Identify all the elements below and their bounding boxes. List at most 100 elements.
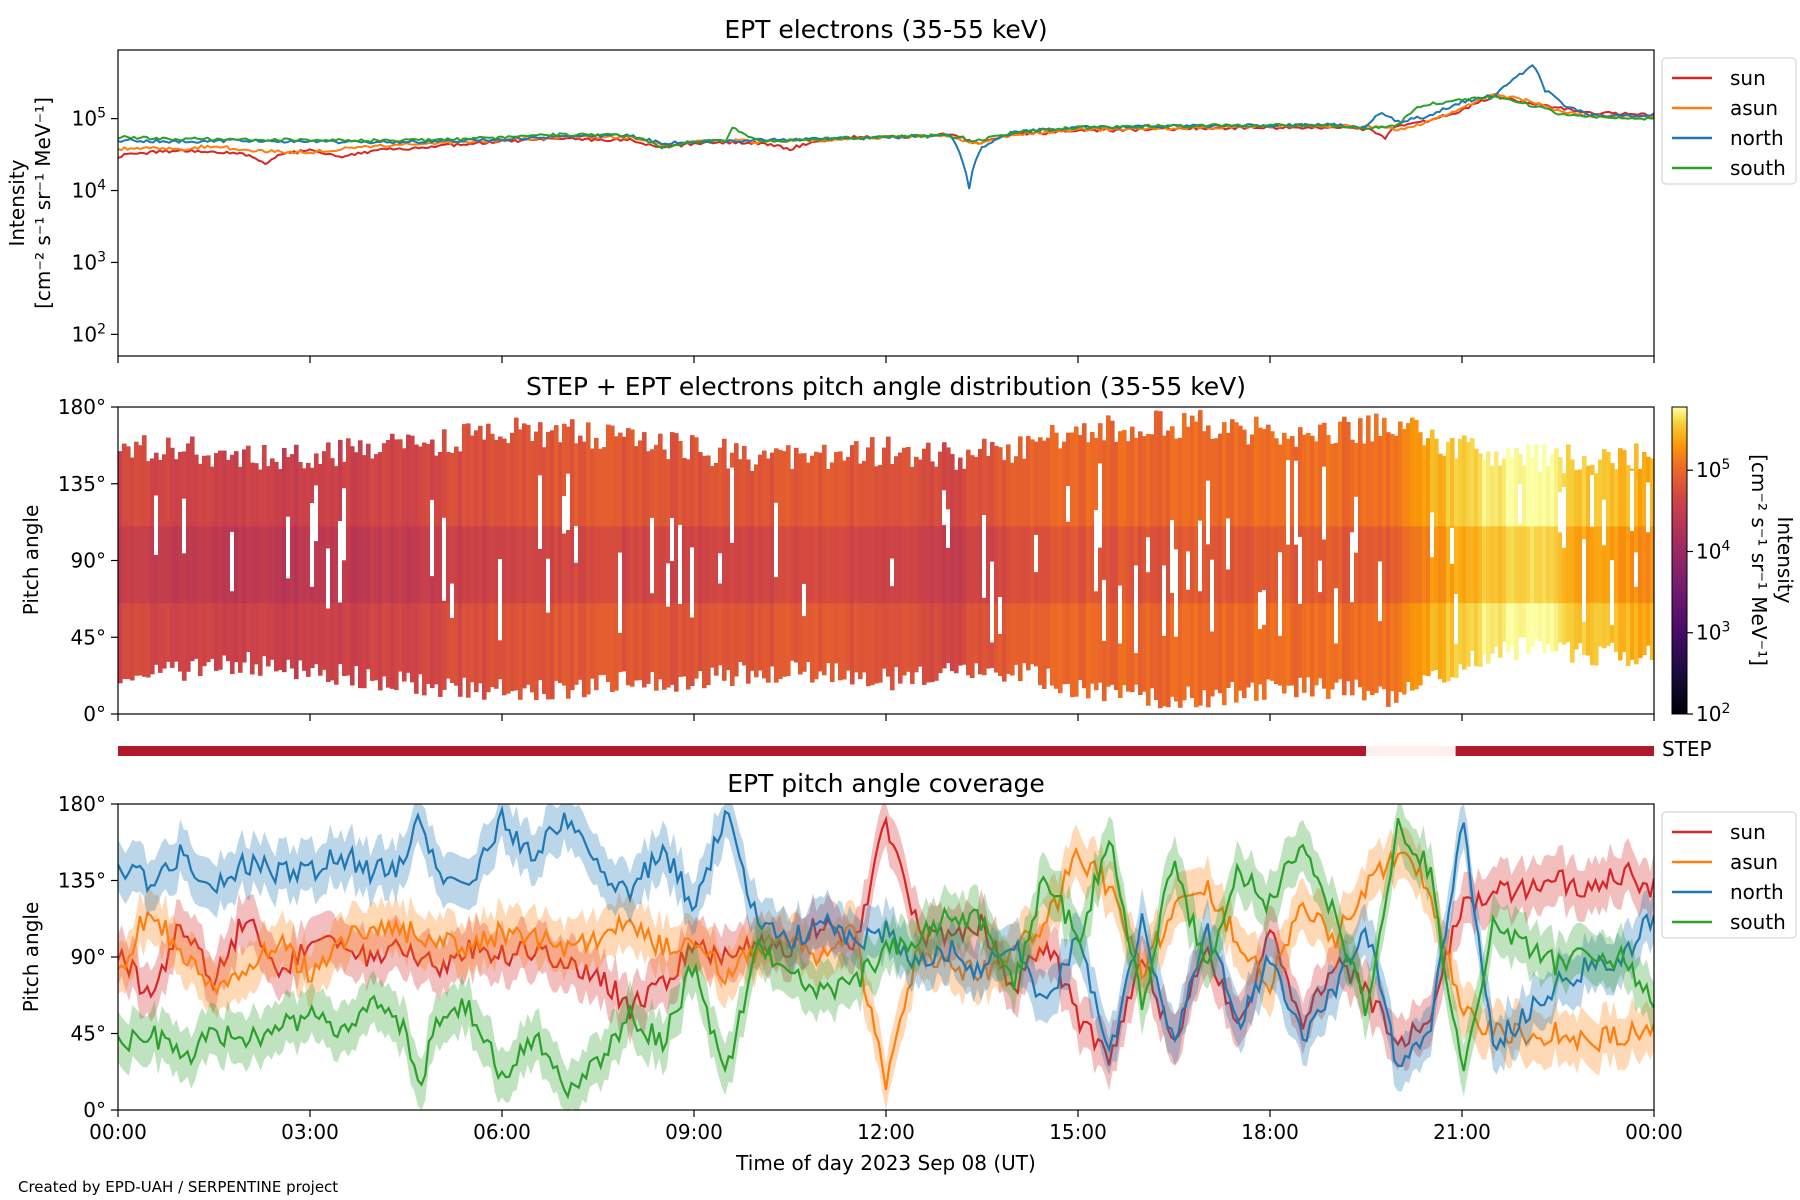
heatmap-core-cell xyxy=(702,526,707,604)
x-tick-label: 15:00 xyxy=(1049,1120,1107,1144)
step-coverage-bar xyxy=(118,746,1654,756)
heatmap-core-cell xyxy=(126,526,131,604)
heatmap-core-cell xyxy=(510,526,515,604)
heatmap-core-cell xyxy=(1498,526,1503,604)
heatmap-gap xyxy=(538,475,543,549)
heatmap-gap xyxy=(1298,536,1303,604)
heatmap-core-cell xyxy=(1430,526,1435,604)
heatmap-gap xyxy=(1278,552,1283,636)
heatmap-core-cell xyxy=(1450,526,1455,604)
x-tick-label: 06:00 xyxy=(473,1120,531,1144)
heatmap-core-cell xyxy=(190,526,195,604)
heatmap-core-cell xyxy=(554,526,559,604)
colorbar xyxy=(1671,406,1688,715)
heatmap-core-cell xyxy=(390,526,395,604)
heatmap-core-cell xyxy=(142,526,147,604)
x-tick-label: 12:00 xyxy=(857,1120,915,1144)
heatmap-core-cell xyxy=(314,526,319,604)
heatmap-core-cell xyxy=(1134,526,1139,604)
heatmap-core-cell xyxy=(358,526,363,604)
heatmap-core-cell xyxy=(254,526,259,604)
panel1-legend: sun asun north south xyxy=(1661,57,1797,185)
heatmap-gap xyxy=(430,499,435,577)
heatmap-core-cell xyxy=(462,526,467,604)
heatmap-gap xyxy=(774,502,779,578)
heatmap-core-cell xyxy=(1238,526,1243,604)
heatmap-core-cell xyxy=(622,526,627,604)
colorbar-label-line2: [cm⁻² s⁻¹ sr⁻¹ MeV⁻¹] xyxy=(1747,454,1771,666)
heatmap-core-cell xyxy=(1062,526,1067,604)
heatmap-core-cell xyxy=(1286,526,1291,604)
heatmap-core-cell xyxy=(274,526,279,604)
heatmap-core-cell xyxy=(394,526,399,604)
panel3-ylabel: Pitch angle xyxy=(19,902,43,1013)
heatmap-core-cell xyxy=(614,526,619,604)
heatmap-core-cell xyxy=(166,526,171,604)
heatmap-core-cell xyxy=(486,526,491,604)
heatmap-core-cell xyxy=(1162,526,1167,604)
heatmap-core-cell xyxy=(714,526,719,604)
heatmap-gap xyxy=(1226,518,1231,570)
step-available-segment xyxy=(118,746,1366,756)
heatmap-core-cell xyxy=(1266,526,1271,604)
step-label: STEP xyxy=(1662,737,1712,761)
heatmap-core-cell xyxy=(1242,526,1247,604)
heatmap-gap xyxy=(1102,579,1107,641)
heatmap-core-cell xyxy=(226,526,231,604)
heatmap-core-cell xyxy=(626,526,631,604)
heatmap-core-cell xyxy=(1370,526,1375,604)
panel3-legend: sun asun north south xyxy=(1661,811,1797,939)
heatmap-core-cell xyxy=(946,526,951,604)
heatmap-core-cell xyxy=(1530,526,1535,604)
heatmap-core-cell xyxy=(642,526,647,604)
heatmap-core-cell xyxy=(710,526,715,604)
heatmap-gap xyxy=(286,516,291,579)
heatmap-core-cell xyxy=(522,526,527,604)
colorbar-tick-label: 104 xyxy=(1696,538,1730,563)
heatmap-core-cell xyxy=(682,526,687,604)
heatmap-gap xyxy=(1450,527,1455,564)
heatmap-core-cell xyxy=(494,526,499,604)
heatmap-gap xyxy=(1630,470,1635,531)
heatmap-core-cell xyxy=(1194,526,1199,604)
heatmap-gap xyxy=(1558,492,1563,533)
heatmap-core-cell xyxy=(162,526,167,604)
heatmap-core-cell xyxy=(978,526,983,604)
heatmap-core-cell xyxy=(866,526,871,604)
heatmap-core-cell xyxy=(698,526,703,604)
heatmap-core-cell xyxy=(1222,526,1227,604)
heatmap-core-cell xyxy=(1402,526,1407,604)
heatmap-core-cell xyxy=(1618,526,1623,604)
heatmap-core-cell xyxy=(1330,526,1335,604)
heatmap-core-cell xyxy=(1586,526,1591,604)
heatmap-core-cell xyxy=(1646,526,1651,604)
heatmap-core-cell xyxy=(1602,526,1607,604)
series-line-south xyxy=(118,94,1654,150)
heatmap-core-cell xyxy=(122,526,127,604)
y-tick-label: 135° xyxy=(58,472,106,496)
heatmap-core-cell xyxy=(290,526,295,604)
heatmap-gap xyxy=(1258,592,1263,630)
heatmap-core-cell xyxy=(1550,526,1555,604)
heatmap-gap xyxy=(562,496,567,534)
panel1-x-ticks xyxy=(117,356,1655,363)
heatmap-core-cell xyxy=(826,526,831,604)
heatmap-core-cell xyxy=(962,526,967,604)
heatmap-core-cell xyxy=(382,526,387,604)
heatmap-core-cell xyxy=(1542,526,1547,604)
heatmap-core-cell xyxy=(238,526,243,604)
heatmap-core-cell xyxy=(530,526,535,604)
panel1-frame xyxy=(117,49,1655,357)
heatmap-core-cell xyxy=(1466,526,1471,604)
heatmap-core-cell xyxy=(918,526,923,604)
heatmap-core-cell xyxy=(470,526,475,604)
heatmap-gap xyxy=(1206,480,1211,545)
heatmap-core-cell xyxy=(1106,526,1111,604)
colorbar-ticks: 102 103 104 105 xyxy=(1687,457,1730,726)
heatmap-gap xyxy=(1094,510,1099,592)
heatmap-gap xyxy=(230,531,235,592)
heatmap-core-cell xyxy=(822,526,827,604)
heatmap-core-cell xyxy=(1418,526,1423,604)
heatmap-core-cell xyxy=(706,526,711,604)
heatmap-core-cell xyxy=(1138,526,1143,604)
